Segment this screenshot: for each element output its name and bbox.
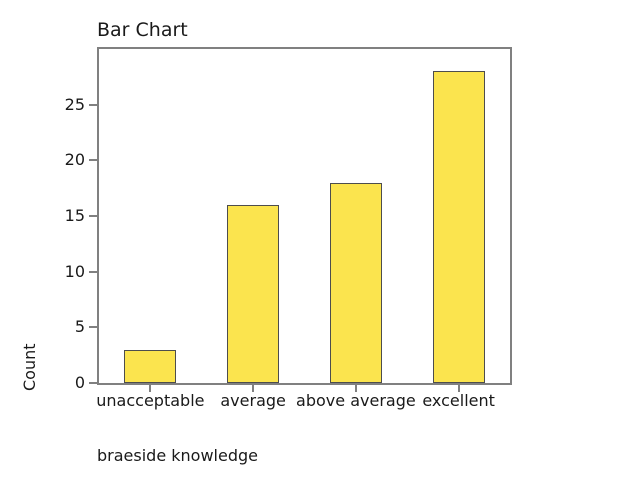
y-tick-label: 15	[64, 206, 85, 225]
y-tick-mark	[89, 159, 97, 162]
y-tick-label: 0	[74, 373, 85, 392]
x-tick-mark	[149, 385, 152, 392]
y-tick-mark	[89, 326, 97, 329]
y-tick-label: 25	[64, 94, 85, 114]
bar-above-average	[329, 182, 382, 383]
x-tick-mark	[252, 385, 255, 392]
bar-unacceptable	[124, 349, 177, 383]
bar-excellent	[432, 71, 485, 383]
y-tick-mark	[89, 382, 97, 384]
y-tick-label: 20	[64, 150, 85, 170]
y-tick-mark	[89, 215, 97, 217]
y-tick-label: 10	[64, 261, 85, 281]
chart-title: Bar Chart	[97, 19, 188, 41]
x-axis-label: braeside knowledge	[97, 446, 258, 465]
x-tick-label: unacceptable	[96, 391, 205, 410]
y-tick-label: 5	[74, 317, 85, 337]
bar-average	[227, 204, 280, 383]
x-tick-label: average	[220, 391, 286, 410]
y-axis-label: Count	[20, 343, 39, 391]
x-tick-mark	[457, 385, 460, 392]
y-tick-mark	[89, 270, 97, 273]
x-tick-label: above average	[296, 391, 416, 410]
plot-area	[97, 47, 512, 385]
x-tick-label: excellent	[422, 391, 495, 410]
x-tick-mark	[354, 385, 357, 392]
y-tick-mark	[89, 103, 97, 106]
